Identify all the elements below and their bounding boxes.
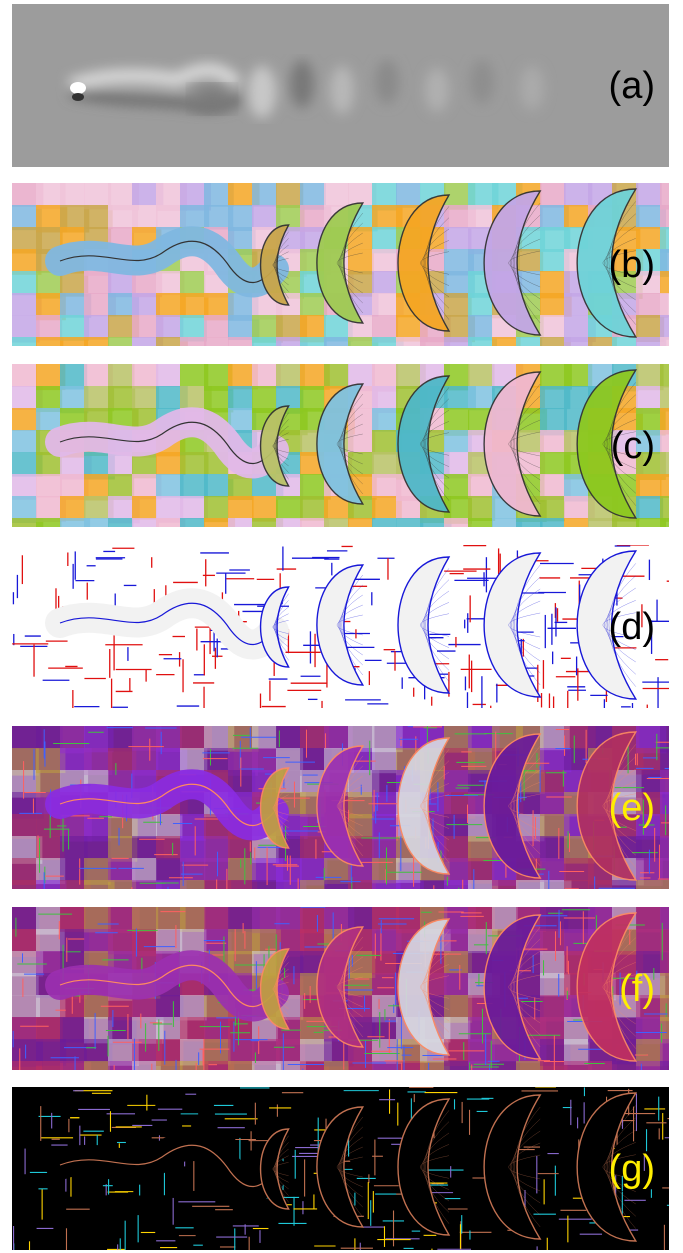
panel-f: (f)	[12, 907, 669, 1070]
vortex-regions	[45, 188, 638, 338]
panel-d: (d)	[12, 545, 669, 708]
vortex-regions	[45, 731, 638, 881]
panel-label-e: (e)	[608, 786, 655, 829]
panel-label-a: (a)	[608, 64, 655, 107]
panel-e: (e)	[12, 726, 669, 889]
segmentation-image-c	[12, 364, 669, 527]
panel-b: (b)	[12, 183, 669, 346]
vortex-regions	[45, 912, 638, 1062]
vortex-regions	[45, 550, 638, 700]
panel-g: (g)	[12, 1087, 669, 1250]
segmentation-image-b	[12, 183, 669, 346]
vortex-regions	[45, 369, 638, 519]
panel-label-g: (g)	[608, 1147, 655, 1190]
panel-label-c: (c)	[610, 424, 655, 467]
vortex-regions	[45, 1092, 638, 1242]
overlay-image-e	[12, 726, 669, 889]
panel-a: (a)	[12, 4, 669, 167]
overlay-image-f	[12, 907, 669, 1070]
panel-label-f: (f)	[619, 967, 655, 1010]
vorticity-image	[12, 4, 669, 167]
boundary-graph-image-d	[12, 545, 669, 708]
background-mosaic	[12, 907, 669, 1070]
boundary-image-g	[12, 1087, 669, 1250]
panel-c: (c)	[12, 364, 669, 527]
panel-label-d: (d)	[608, 605, 655, 648]
panel-label-b: (b)	[608, 243, 655, 286]
